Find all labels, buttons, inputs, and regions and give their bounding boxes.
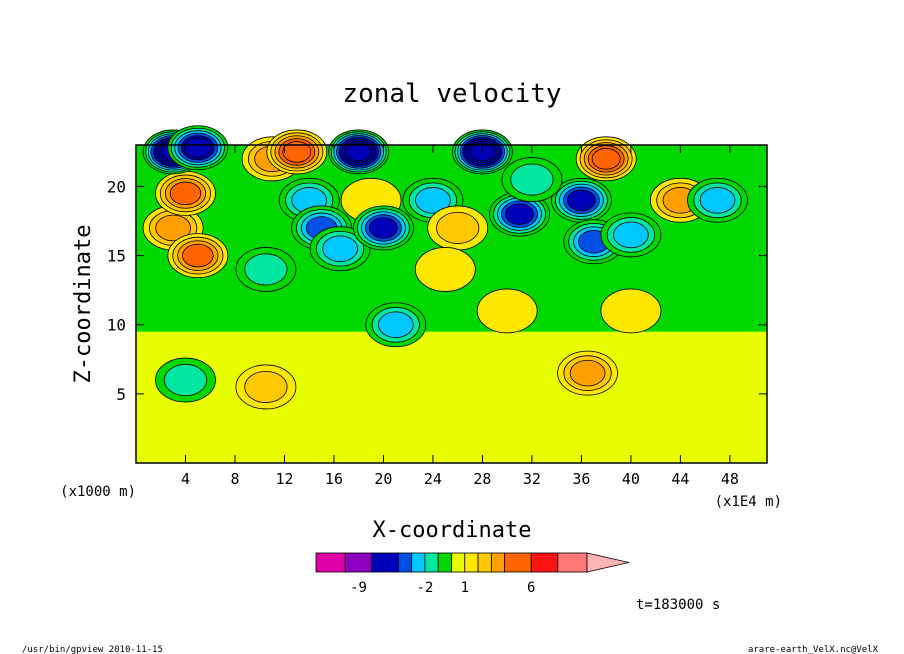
contour-30-0 [476,288,538,334]
contour-22-4 [591,148,621,170]
x-tick-label: 40 [622,470,640,488]
contour-1-3 [182,243,214,268]
contour-9-2 [322,235,358,262]
x-axis: 4 8 12 16 20 24 28 32 36 40 44 48 [181,145,739,488]
colorbar-box [315,552,346,573]
colorbar-box [411,552,426,573]
contour-0-2 [155,214,191,242]
x-tick-label: 12 [275,470,293,488]
contour-6-4 [282,141,312,163]
colorbar-box [530,552,559,573]
x-tick-label: 20 [374,470,392,488]
contour-18-4 [505,203,534,225]
contour-10-1 [244,253,288,286]
colorbar-box [437,552,452,573]
colorbar-box [490,552,506,573]
y-tick-label: 15 [107,247,126,266]
footer-right: arare-earth_VelX.nc@VelX [748,645,879,654]
contour-31-0 [600,288,662,334]
x-tick-label: 16 [325,470,343,488]
colorbar-box [371,552,399,573]
y-tick-label: 20 [107,177,126,196]
x-tick-label: 28 [473,470,491,488]
x-axis-title: X-coordinate [373,518,532,543]
contour-4-5 [184,137,212,158]
contour-15-1 [436,211,480,244]
x-tick-label: 36 [572,470,590,488]
colorbar-box [424,552,439,573]
colorbar-label: -2 [417,580,434,596]
contour-14-2 [415,187,451,214]
y-axis: 5 10 15 20 [107,177,767,404]
plot-area [136,125,767,463]
x-tick-label: 48 [721,470,739,488]
contour-19-4 [567,189,596,212]
colorbar-box [477,552,492,573]
x-tick-label: 4 [181,470,190,488]
contour-25-1 [510,163,554,196]
colorbar-box [557,552,588,573]
contour-29-2 [377,311,414,338]
contour-16-0 [414,247,476,292]
contour-28-1 [244,370,288,403]
y-unit-label: (x1000 m) [60,484,136,500]
contour-13-4 [369,217,398,239]
chart-title: zonal velocity [342,79,561,109]
contour-11-7 [346,142,371,162]
contour-27-1 [163,364,208,397]
x-tick-label: 8 [230,470,239,488]
x-unit-label: (x1E4 m) [715,494,782,510]
x-tick-label: 24 [424,470,442,488]
x-tick-label: 44 [671,470,689,488]
contour-2-3 [169,181,202,206]
y-axis-title: Z-coordinate [71,225,96,384]
plot-frame [135,144,768,464]
colorbar-box [397,552,413,573]
colorbar-box [464,552,479,573]
y-tick-label: 5 [116,385,126,404]
colorbar-label: 1 [461,580,469,596]
footer-left: /usr/bin/gpview 2010-11-15 [22,645,163,654]
colorbar-box [344,552,373,573]
contour-21-2 [613,221,649,249]
time-label: t=183000 s [636,597,720,613]
colorbar-label: -9 [350,580,367,596]
colorbar-box [504,552,532,573]
colorbar: -9 -2 1 6 [315,552,630,596]
y-tick-label: 10 [107,316,126,335]
contour-26-2 [569,359,606,387]
colorbar-label: 6 [527,580,535,596]
x-tick-label: 32 [523,470,541,488]
contour-24-2 [699,187,736,214]
colorbar-arrow [586,552,630,573]
colorbar-box [451,552,466,573]
